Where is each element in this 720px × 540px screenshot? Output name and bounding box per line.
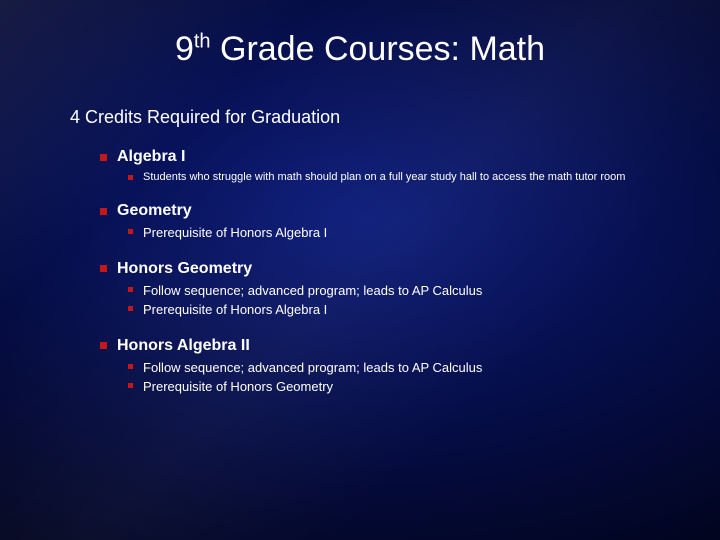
detail-item: Follow sequence; advanced program; leads…	[128, 359, 650, 377]
subtitle: 4 Credits Required for Graduation	[70, 107, 650, 128]
detail-list: Follow sequence; advanced program; leads…	[100, 359, 650, 396]
course-list: Algebra I Students who struggle with mat…	[70, 148, 650, 396]
course-item: Honors Algebra II Follow sequence; advan…	[100, 337, 650, 396]
bullet-icon	[128, 383, 133, 388]
detail-text: Follow sequence; advanced program; leads…	[143, 359, 482, 377]
detail-list: Follow sequence; advanced program; leads…	[100, 282, 650, 319]
slide: 9th Grade Courses: Math 4 Credits Requir…	[0, 0, 720, 540]
course-name: Honors Algebra II	[117, 337, 250, 355]
bullet-icon	[100, 342, 107, 349]
bullet-icon	[128, 287, 133, 292]
detail-text: Prerequisite of Honors Geometry	[143, 378, 333, 396]
detail-item: Follow sequence; advanced program; leads…	[128, 282, 650, 300]
bullet-icon	[128, 229, 133, 234]
bullet-icon	[100, 154, 107, 161]
detail-item: Prerequisite of Honors Algebra I	[128, 224, 650, 242]
title-pre: 9	[175, 30, 194, 68]
slide-content: 4 Credits Required for Graduation Algebr…	[0, 107, 720, 396]
detail-text: Prerequisite of Honors Algebra I	[143, 301, 327, 319]
bullet-icon	[100, 208, 107, 215]
detail-text: Prerequisite of Honors Algebra I	[143, 224, 327, 242]
course-item: Geometry Prerequisite of Honors Algebra …	[100, 202, 650, 242]
slide-title: 9th Grade Courses: Math	[0, 30, 720, 69]
detail-list: Students who struggle with math should p…	[100, 170, 650, 184]
bullet-icon	[128, 175, 133, 180]
course-name: Geometry	[117, 202, 192, 220]
title-post: Grade Courses: Math	[211, 30, 545, 68]
detail-item: Prerequisite of Honors Geometry	[128, 378, 650, 396]
detail-text: Follow sequence; advanced program; leads…	[143, 282, 482, 300]
detail-list: Prerequisite of Honors Algebra I	[100, 224, 650, 242]
detail-item: Prerequisite of Honors Algebra I	[128, 301, 650, 319]
course-name: Algebra I	[117, 148, 185, 166]
bullet-icon	[100, 265, 107, 272]
course-item: Honors Geometry Follow sequence; advance…	[100, 260, 650, 319]
detail-text: Students who struggle with math should p…	[143, 170, 625, 184]
course-item: Algebra I Students who struggle with mat…	[100, 148, 650, 184]
bullet-icon	[128, 306, 133, 311]
bullet-icon	[128, 364, 133, 369]
detail-item: Students who struggle with math should p…	[128, 170, 650, 184]
course-name: Honors Geometry	[117, 260, 252, 278]
title-sup: th	[194, 31, 211, 53]
